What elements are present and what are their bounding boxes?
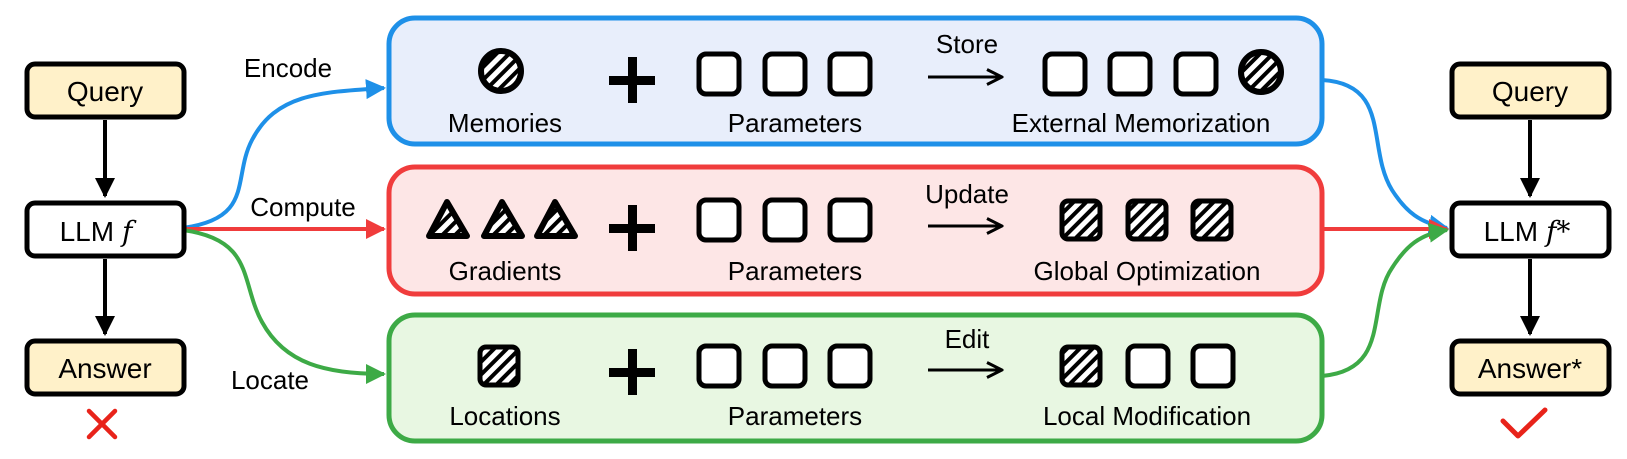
- parameters-label: Parameters: [728, 401, 862, 431]
- parameter-square: [762, 51, 808, 97]
- parameter-square: [696, 51, 742, 97]
- parameter-square: [696, 197, 742, 243]
- panel-global-optimization: Gradients Parameters Update Global Optim…: [386, 164, 1325, 297]
- parameter-square: [1042, 51, 1088, 97]
- parameter-square: [1173, 51, 1219, 97]
- hatched-square: [1190, 198, 1234, 242]
- parameter-square: [1190, 343, 1236, 389]
- connectors: [182, 78, 1449, 384]
- gradient-triangle-icon: [426, 199, 470, 239]
- panel-local-modification: Locations Parameters Edit Local Modifica…: [386, 312, 1325, 444]
- hatched-square: [1059, 344, 1103, 388]
- memorization-squares: [1042, 49, 1284, 97]
- left-answer-label: Answer: [58, 353, 151, 384]
- compute-label: Compute: [250, 192, 356, 222]
- global-optimization-label: Global Optimization: [1034, 256, 1261, 286]
- gradients-label: Gradients: [449, 256, 562, 286]
- store-label: Store: [936, 29, 998, 59]
- left-pipeline: Query LLM f Answer: [24, 61, 187, 440]
- parameter-squares: [696, 197, 873, 243]
- encode-label: Encode: [244, 53, 332, 83]
- local-modification-label: Local Modification: [1043, 401, 1251, 431]
- red-checkmark-icon: [1500, 407, 1548, 439]
- hatched-square: [1125, 198, 1169, 242]
- plus-icon: [609, 349, 655, 395]
- hatched-square: [1059, 198, 1103, 242]
- gradient-triangle-icon: [534, 199, 578, 239]
- parameters-label: Parameters: [728, 256, 862, 286]
- parameter-square: [1107, 51, 1153, 97]
- external-memorization-label: External Memorization: [1012, 108, 1271, 138]
- update-label: Update: [925, 179, 1009, 209]
- gradient-triangle-icon: [481, 199, 525, 239]
- locate-arrow: [182, 228, 386, 384]
- right-llm-label: LLM f*: [1484, 215, 1571, 248]
- right-query-label: Query: [1492, 76, 1568, 107]
- parameter-square: [696, 343, 742, 389]
- right-answer-label: Answer*: [1478, 353, 1582, 384]
- memory-circle-icon: [478, 48, 524, 94]
- encode-arrow: [182, 79, 386, 230]
- plus-icon: [609, 205, 655, 251]
- left-answer-node: [24, 338, 187, 397]
- memory-circle-icon: [1238, 49, 1284, 95]
- memories-label: Memories: [448, 108, 562, 138]
- parameter-square: [762, 197, 808, 243]
- parameter-squares: [696, 51, 873, 97]
- parameter-square: [827, 197, 873, 243]
- edge-labels: Encode Compute Locate: [231, 53, 356, 395]
- left-query-node: [24, 61, 187, 120]
- right-llm-node: [1449, 200, 1612, 259]
- modified-squares: [1059, 343, 1236, 389]
- parameter-square: [827, 343, 873, 389]
- optimized-squares: [1059, 198, 1234, 242]
- right-pipeline: Query LLM f* Answer*: [1449, 61, 1612, 439]
- left-llm-node: [24, 200, 187, 259]
- edit-label: Edit: [945, 324, 991, 354]
- parameter-square: [762, 343, 808, 389]
- gradient-triangles: [426, 199, 578, 239]
- left-llm-label: LLM f: [60, 215, 137, 248]
- right-answer-node: [1449, 338, 1612, 397]
- local-to-llm-arrow: [1321, 222, 1449, 378]
- parameters-label: Parameters: [728, 108, 862, 138]
- parameter-squares: [696, 343, 873, 389]
- left-query-label: Query: [67, 76, 143, 107]
- locate-label: Locate: [231, 365, 309, 395]
- right-query-node: [1449, 61, 1612, 120]
- red-cross-icon: [86, 408, 118, 440]
- parameter-square: [1125, 343, 1171, 389]
- panel-external-memorization: Memories Parameters Store External Memor…: [386, 15, 1325, 147]
- external-to-llm-arrow: [1321, 78, 1449, 235]
- locations-label: Locations: [449, 401, 560, 431]
- parameter-square: [827, 51, 873, 97]
- location-square-icon: [477, 344, 521, 388]
- plus-icon: [609, 57, 655, 103]
